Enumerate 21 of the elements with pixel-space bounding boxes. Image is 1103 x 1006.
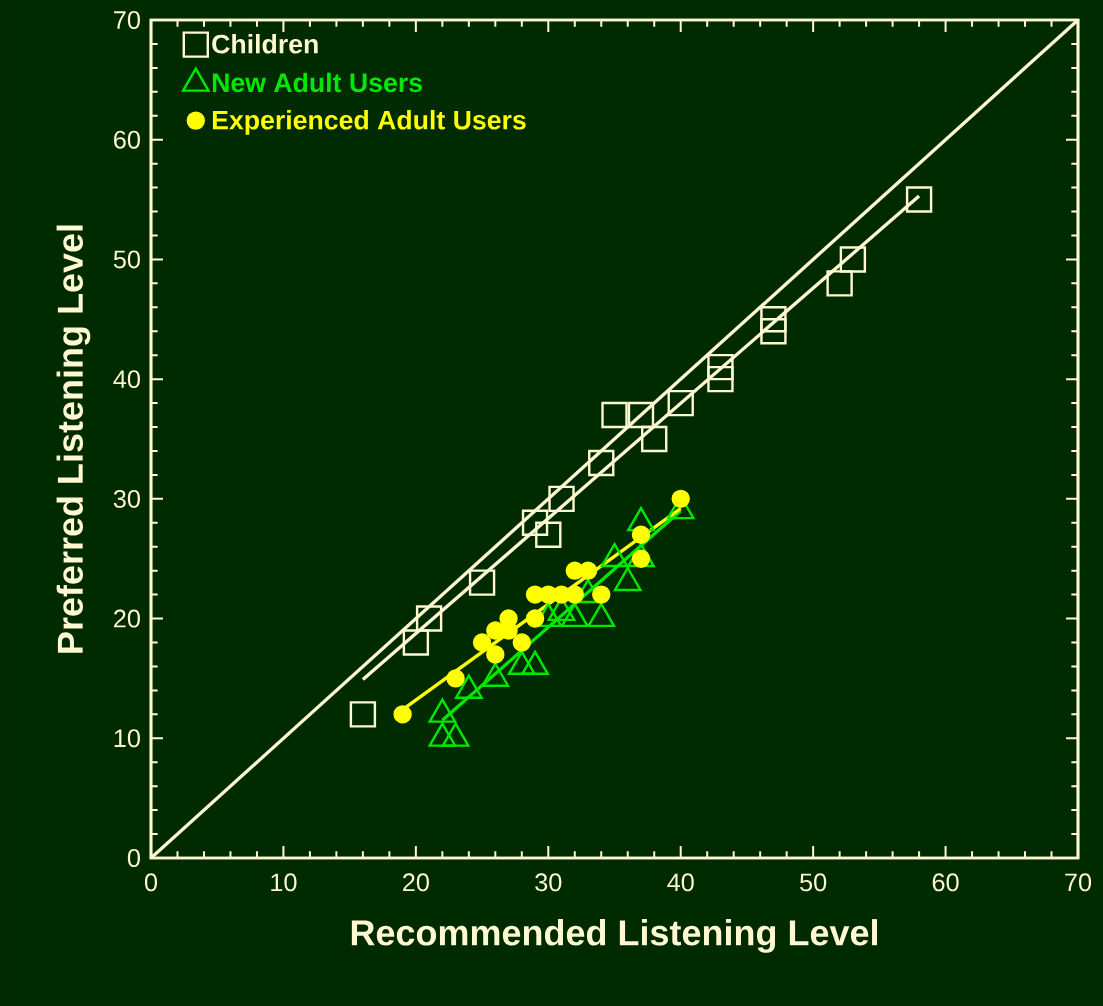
x-tick-label: 10 [271,873,297,892]
x-tick-label: 70 [1065,873,1092,892]
y-axis-title: Preferred Listening Level [56,225,91,653]
y-tick-label: 20 [114,609,140,628]
y-tick-label: 0 [127,849,140,867]
x-tick-label: 30 [535,873,562,892]
x-tick-label: 0 [144,873,158,892]
y-tick-label: 50 [113,250,140,269]
y-tick-label: 10 [114,729,140,748]
x-tick-label: 60 [932,873,959,892]
y-tick-label: 30 [113,489,140,508]
y-tick-label: 70 [114,11,140,29]
y-tick-label: 60 [114,130,140,149]
x-tick-label: 20 [403,873,429,892]
y-tick-label: 40 [113,370,140,389]
legend-label: Children [212,33,318,54]
x-axis-title: Recommended Listening Level [351,919,877,953]
x-tick-label: 40 [667,873,694,892]
legend-label: Experienced Adult Users [212,109,526,135]
legend-label: New Adult Users [212,72,422,93]
x-tick-label: 50 [800,873,827,892]
